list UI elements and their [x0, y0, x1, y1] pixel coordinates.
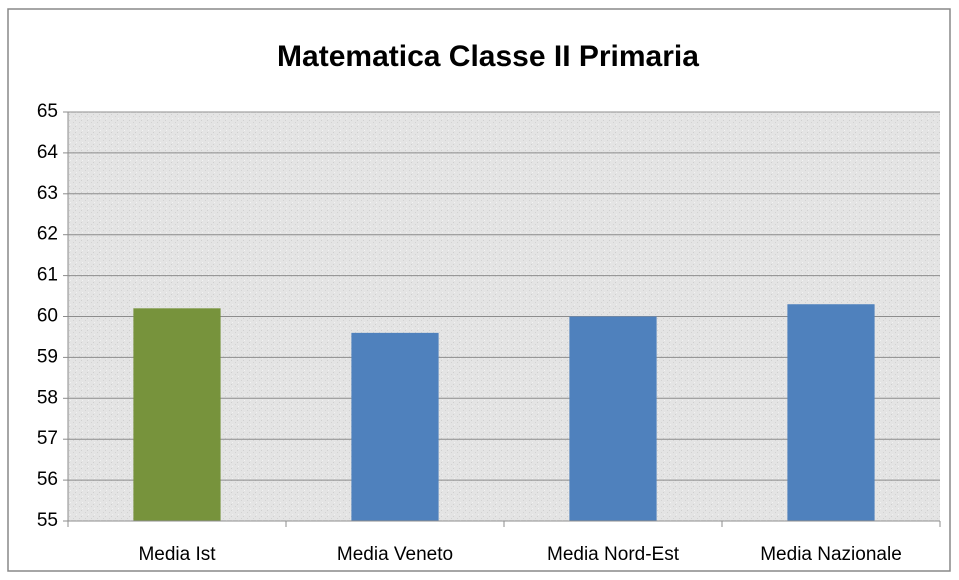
y-tick-label: 58: [37, 387, 58, 408]
bar: [351, 332, 439, 521]
y-tick-label: 64: [37, 142, 59, 163]
x-tick-label: Media Ist: [138, 544, 216, 565]
x-tick-label: Media Nazionale: [760, 544, 902, 565]
y-tick-label: 56: [37, 469, 58, 490]
bar: [133, 308, 221, 521]
y-tick-label: 55: [37, 510, 58, 531]
x-tick-label: Media Veneto: [337, 544, 453, 565]
y-tick-label: 65: [37, 101, 58, 122]
y-tick-label: 60: [37, 306, 58, 327]
bar: [569, 316, 657, 521]
y-tick-label: 59: [37, 346, 58, 367]
y-tick-label: 57: [37, 428, 58, 449]
chart-title: Matematica Classe II Primaria: [277, 40, 699, 73]
x-tick-label: Media Nord-Est: [547, 544, 680, 565]
y-tick-label: 62: [37, 224, 58, 245]
y-tick-label: 63: [37, 183, 58, 204]
bar: [787, 304, 875, 521]
y-tick-label: 61: [37, 265, 58, 286]
